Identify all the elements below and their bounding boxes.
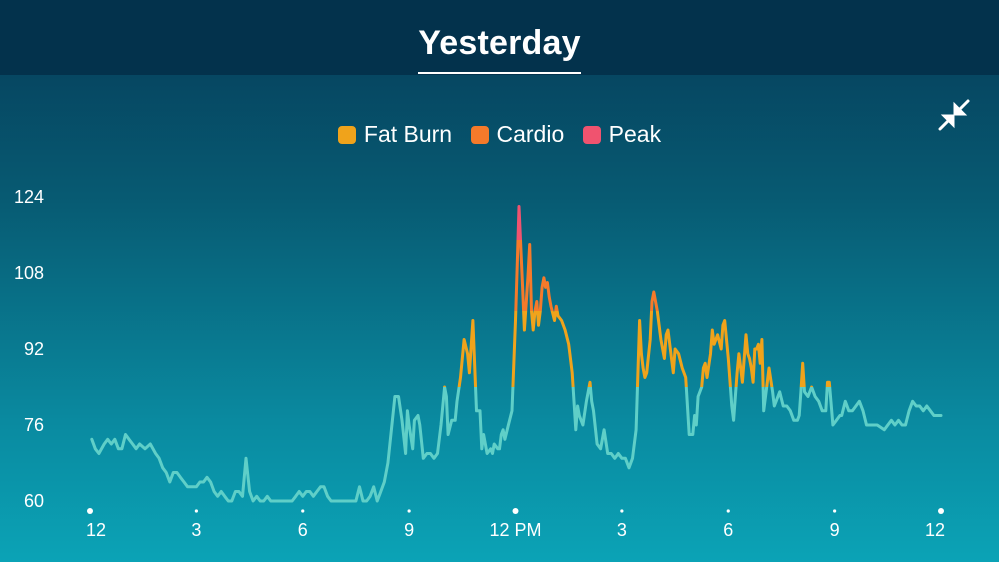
- x-tick-label: 6: [723, 520, 733, 540]
- legend-label-peak: Peak: [608, 121, 662, 147]
- legend-item-peak: Peak: [582, 121, 662, 148]
- x-tick-dot: [833, 509, 837, 513]
- x-tick-dot: [512, 508, 519, 514]
- x-axis: 12 3 6 9 12 PM 3 6 9 12: [86, 508, 945, 540]
- x-tick-label: 9: [830, 520, 840, 540]
- y-tick-label: 92: [24, 339, 44, 359]
- legend-swatch-fat-burn: [337, 125, 356, 144]
- legend-label-fat-burn: Fat Burn: [363, 121, 453, 147]
- legend-swatch-cardio: [470, 125, 489, 144]
- y-tick-label: 76: [24, 415, 44, 435]
- y-tick-label: 60: [24, 491, 44, 511]
- y-tick-label: 124: [14, 187, 44, 207]
- x-tick-label: 12: [86, 520, 106, 540]
- y-tick-label: 108: [14, 263, 44, 283]
- x-tick-dot: [301, 509, 305, 513]
- x-tick-dot: [726, 509, 730, 513]
- y-axis: 60 76 92 108 124: [14, 187, 44, 511]
- heart-rate-line: [90, 205, 943, 503]
- legend-label-cardio: Cardio: [496, 121, 565, 147]
- legend-item-fat-burn: Fat Burn: [337, 121, 453, 148]
- collapse-button[interactable]: [936, 98, 972, 132]
- chart-legend: Fat Burn Cardio Peak: [0, 121, 999, 150]
- x-tick-label: 9: [404, 520, 414, 540]
- x-tick-label: 6: [298, 520, 308, 540]
- x-tick-label: 3: [617, 520, 627, 540]
- header-bar: [0, 0, 999, 75]
- legend-swatch-peak: [582, 125, 601, 144]
- page-title[interactable]: Yesterday: [418, 24, 581, 62]
- x-tick-label: 3: [191, 520, 201, 540]
- legend-item-cardio: Cardio: [470, 121, 565, 148]
- x-tick-dot: [407, 509, 411, 513]
- x-tick-dot: [87, 508, 93, 514]
- x-tick-label: 12: [925, 520, 945, 540]
- title-underline: [418, 72, 581, 74]
- x-tick-label: 12 PM: [489, 520, 541, 540]
- x-tick-dot: [938, 508, 944, 514]
- x-tick-dot: [620, 509, 624, 513]
- collapse-arrows-icon: [938, 99, 970, 131]
- x-tick-dot: [194, 509, 198, 513]
